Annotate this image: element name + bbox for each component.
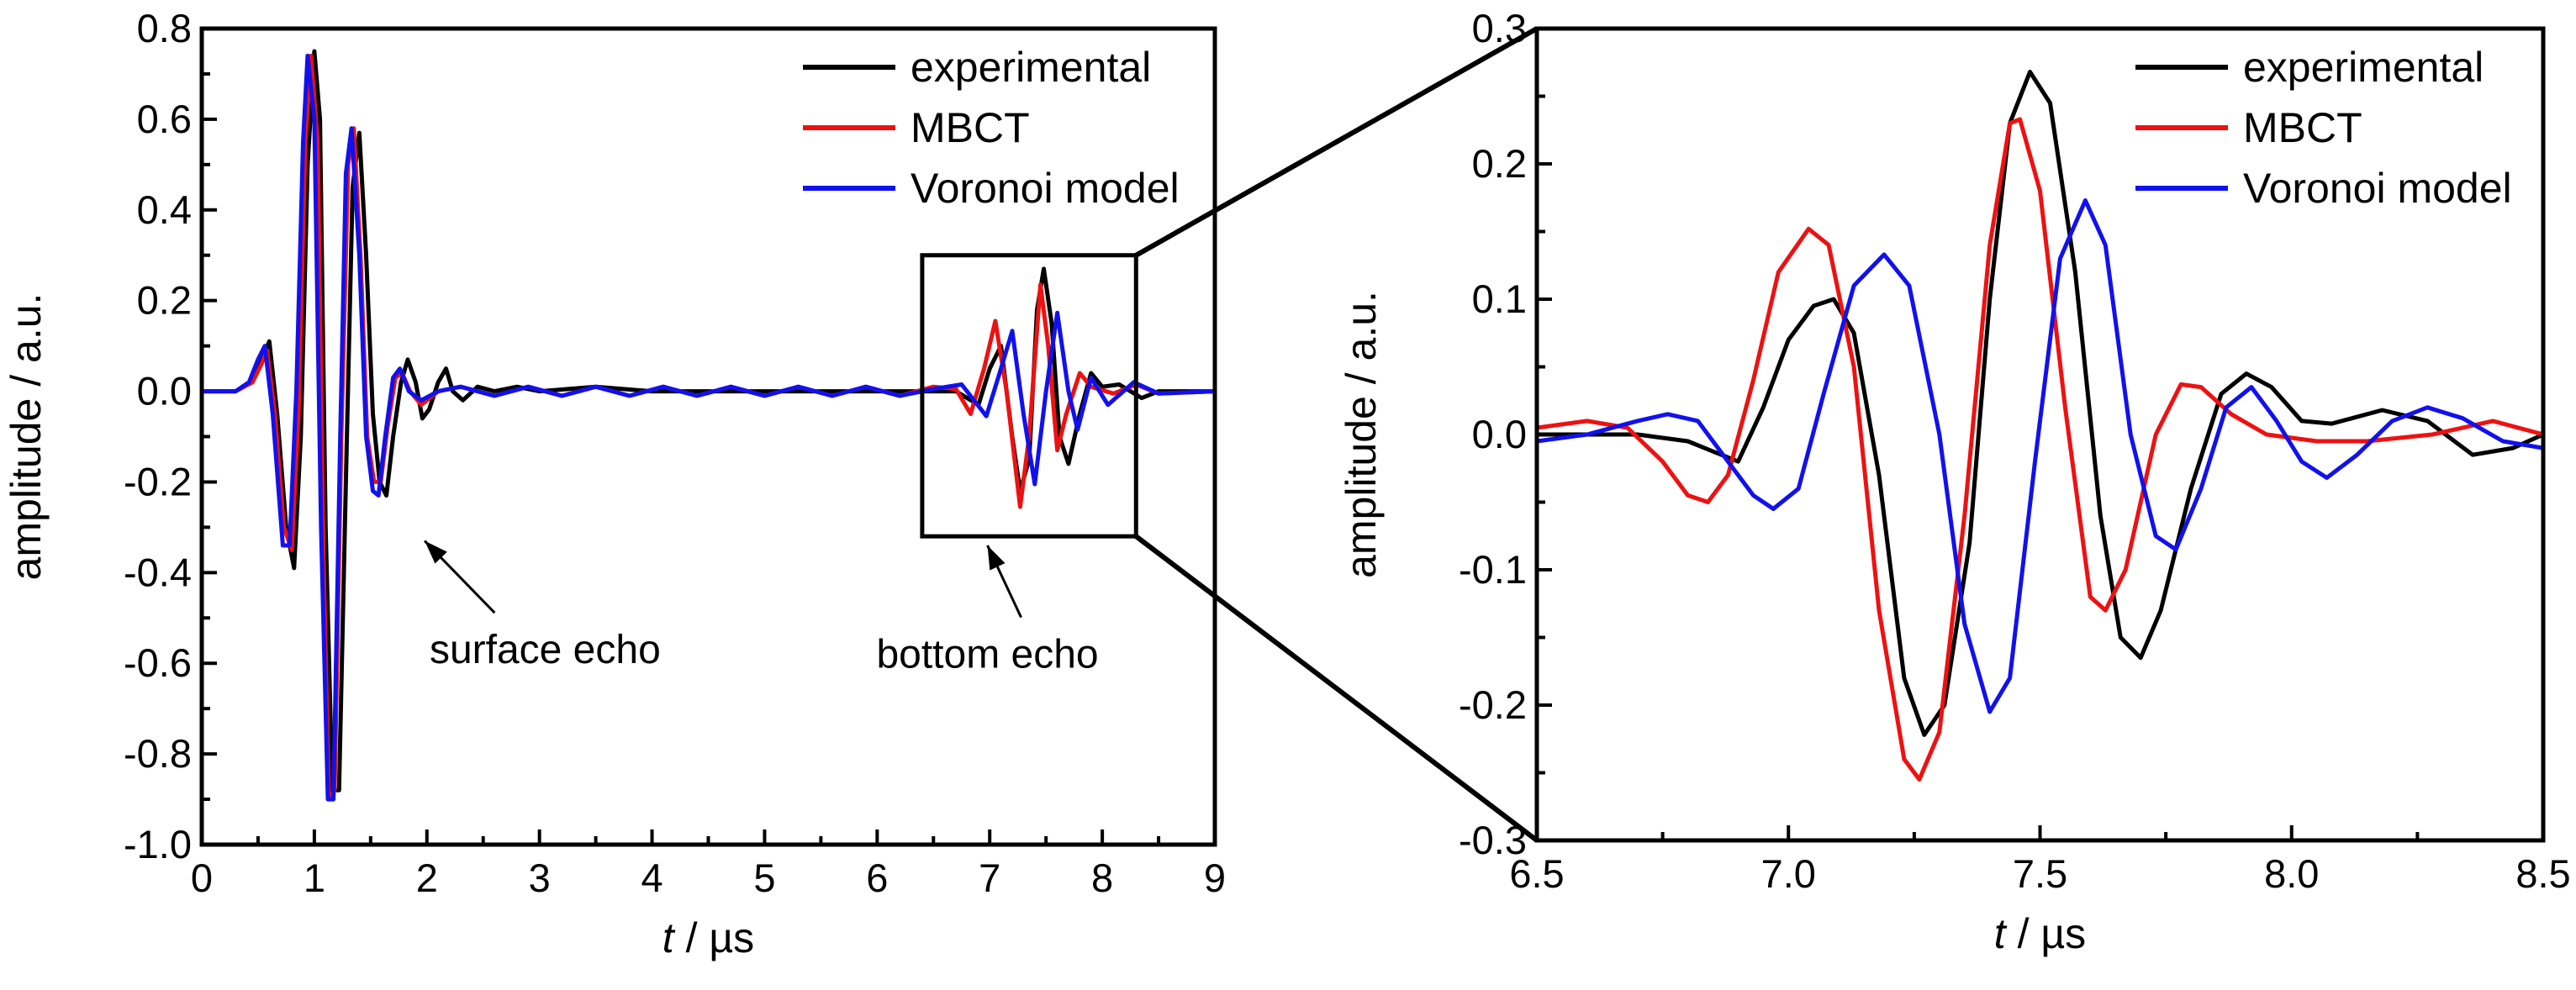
x-tick-label: 0 xyxy=(191,856,213,900)
annotation-arrowhead xyxy=(987,545,1006,571)
x-tick-label: 8.5 xyxy=(2515,851,2570,896)
x-tick-label: 1 xyxy=(304,856,325,900)
y-tick-label: 0.2 xyxy=(137,278,192,323)
annotation-label: surface echo xyxy=(430,628,661,672)
plot-frame xyxy=(1534,26,2546,843)
legend-entry: experimental xyxy=(911,44,1151,91)
y-tick-label: -0.6 xyxy=(124,640,192,685)
x-axis-title: t / µs xyxy=(1994,910,2086,957)
series-group xyxy=(202,49,1215,802)
chart-2: 6.5 7.0 7.5 8.0 8.50.30.20.10.0-0.1-0.2-0.3e… xyxy=(1338,6,2571,957)
x-tick-label: 7 xyxy=(979,856,1000,900)
y-tick-label: 0.2 xyxy=(1472,141,1527,186)
zoom-connector-top xyxy=(1134,26,1539,258)
x-tick-label: 4 xyxy=(641,856,662,900)
y-tick-label: 0.8 xyxy=(137,6,192,50)
y-tick-label: -0.4 xyxy=(124,550,192,594)
y-tick-label: -1.0 xyxy=(124,822,192,866)
y-tick-label: 0.6 xyxy=(137,97,192,141)
series-line-mbct xyxy=(1537,117,2543,782)
plot-frame xyxy=(199,26,1217,847)
zoom-connector-bottom xyxy=(1134,534,1539,843)
legend-entry: MBCT xyxy=(911,104,1030,151)
y-tick-label: 0.1 xyxy=(1472,276,1527,321)
x-tick-label: 6.5 xyxy=(1509,851,1564,896)
legend-entry: Voronoi model xyxy=(2243,165,2512,212)
y-tick-label: 0.4 xyxy=(137,187,192,232)
x-tick-label: 3 xyxy=(529,856,551,900)
x-tick-label: 7.5 xyxy=(2013,851,2067,896)
x-axis-unit: / µs xyxy=(2006,910,2086,957)
annotation-arrowhead xyxy=(425,540,447,564)
x-tick-label: 8.0 xyxy=(2264,851,2319,896)
y-tick-label: -0.8 xyxy=(124,731,192,776)
series-line-voronoi-model xyxy=(1537,198,2543,714)
x-tick-label: 6 xyxy=(866,856,888,900)
x-axis-unit: / µs xyxy=(674,914,754,961)
series-line-voronoi-model xyxy=(202,53,1215,802)
x-tick-label: 9 xyxy=(1204,856,1226,900)
y-axis-title: amplitude / a.u. xyxy=(1338,291,1385,578)
series-group xyxy=(1537,70,2543,782)
series-line-experimental xyxy=(1537,70,2543,737)
legend-entry: MBCT xyxy=(2243,104,2362,151)
legend-entry: Voronoi model xyxy=(911,165,1180,212)
y-tick-label: 0.3 xyxy=(1472,6,1527,50)
x-axis-title: t / µs xyxy=(662,914,754,961)
x-tick-label: 5 xyxy=(753,856,775,900)
x-tick-label: 2 xyxy=(416,856,438,900)
y-axis-title: amplitude / a.u. xyxy=(3,293,50,581)
x-axis-variable: t xyxy=(662,914,676,961)
chart-1: 0 1 2 3 4 5 6 7 8 9 0.8 0.6 0.4 0.2 0.0 -0.2 -0.4 -0.6 -0.… xyxy=(3,6,1226,961)
x-tick-label: 8 xyxy=(1091,856,1113,900)
y-tick-label: -0.1 xyxy=(1459,547,1527,592)
y-tick-label: -0.2 xyxy=(124,459,192,503)
x-tick-label: 7.0 xyxy=(1761,851,1816,896)
zoom-box xyxy=(920,253,1138,539)
y-tick-label: 0.0 xyxy=(137,369,192,413)
y-tick-label: 0.0 xyxy=(1472,412,1527,456)
legend-entry: experimental xyxy=(2243,44,2484,91)
y-tick-label: -0.2 xyxy=(1459,682,1527,727)
annotation-label: bottom echo xyxy=(876,633,1098,677)
x-axis-variable: t xyxy=(1994,910,2008,957)
